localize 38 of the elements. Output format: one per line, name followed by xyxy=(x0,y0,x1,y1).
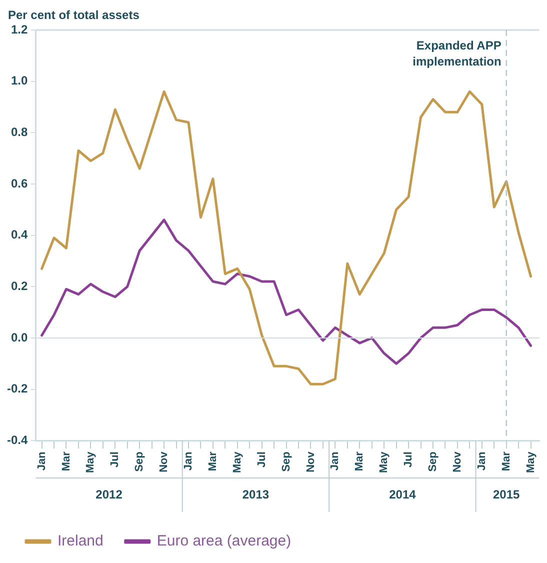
y-tick-label: 1.2 xyxy=(10,22,28,36)
x-tick-label: Jul xyxy=(402,452,415,468)
y-tick-label: 0.8 xyxy=(10,124,28,139)
y-tick-label: -0.2 xyxy=(6,382,28,396)
x-tick-label: Jan xyxy=(476,451,488,471)
x-tick-label: Jul xyxy=(109,452,122,468)
x-tick-label: Nov xyxy=(451,450,464,472)
y-tick-label: 0.0 xyxy=(10,330,28,344)
text: 2013 xyxy=(242,487,270,502)
x-tick-label: May xyxy=(84,450,97,474)
x-tick-label: Sep xyxy=(280,451,292,472)
x-tick-label: Jan xyxy=(329,451,342,471)
x-tick-label: May xyxy=(378,450,390,474)
x-tick-label: Jul xyxy=(256,452,268,468)
x-tick-label: Mar xyxy=(500,450,512,472)
y-axis-title: Per cent of total assets xyxy=(8,8,140,22)
y-tick-label: 0.2 xyxy=(10,278,28,293)
x-tick-label: Jan xyxy=(36,451,48,471)
ref-line-label: Expanded APP implementation xyxy=(412,38,502,68)
x-tick-label: Sep xyxy=(427,451,440,472)
x-tick-label: May xyxy=(524,450,537,474)
x-tick-label: May xyxy=(231,450,244,474)
legend-label: Euro area (average) xyxy=(156,532,292,550)
text: 2012 xyxy=(96,487,123,502)
y-tick-label: -0.4 xyxy=(6,432,28,447)
text: 2015 xyxy=(493,487,520,502)
x-tick-label: Mar xyxy=(60,450,72,472)
x-tick-label: Nov xyxy=(158,450,170,472)
x-tick-label: Mar xyxy=(354,450,366,472)
x-tick-label: Jan xyxy=(182,451,195,471)
y-tick-label: 1.0 xyxy=(10,74,28,88)
x-tick-label: Mar xyxy=(206,450,219,472)
legend-label: Ireland xyxy=(58,532,104,550)
y-tick-label: 0.6 xyxy=(10,176,28,190)
y-tick-label: 0.4 xyxy=(10,228,28,242)
x-tick-label: Sep xyxy=(134,451,146,472)
text: 2014 xyxy=(389,487,416,502)
x-tick-label: Nov xyxy=(304,450,317,472)
